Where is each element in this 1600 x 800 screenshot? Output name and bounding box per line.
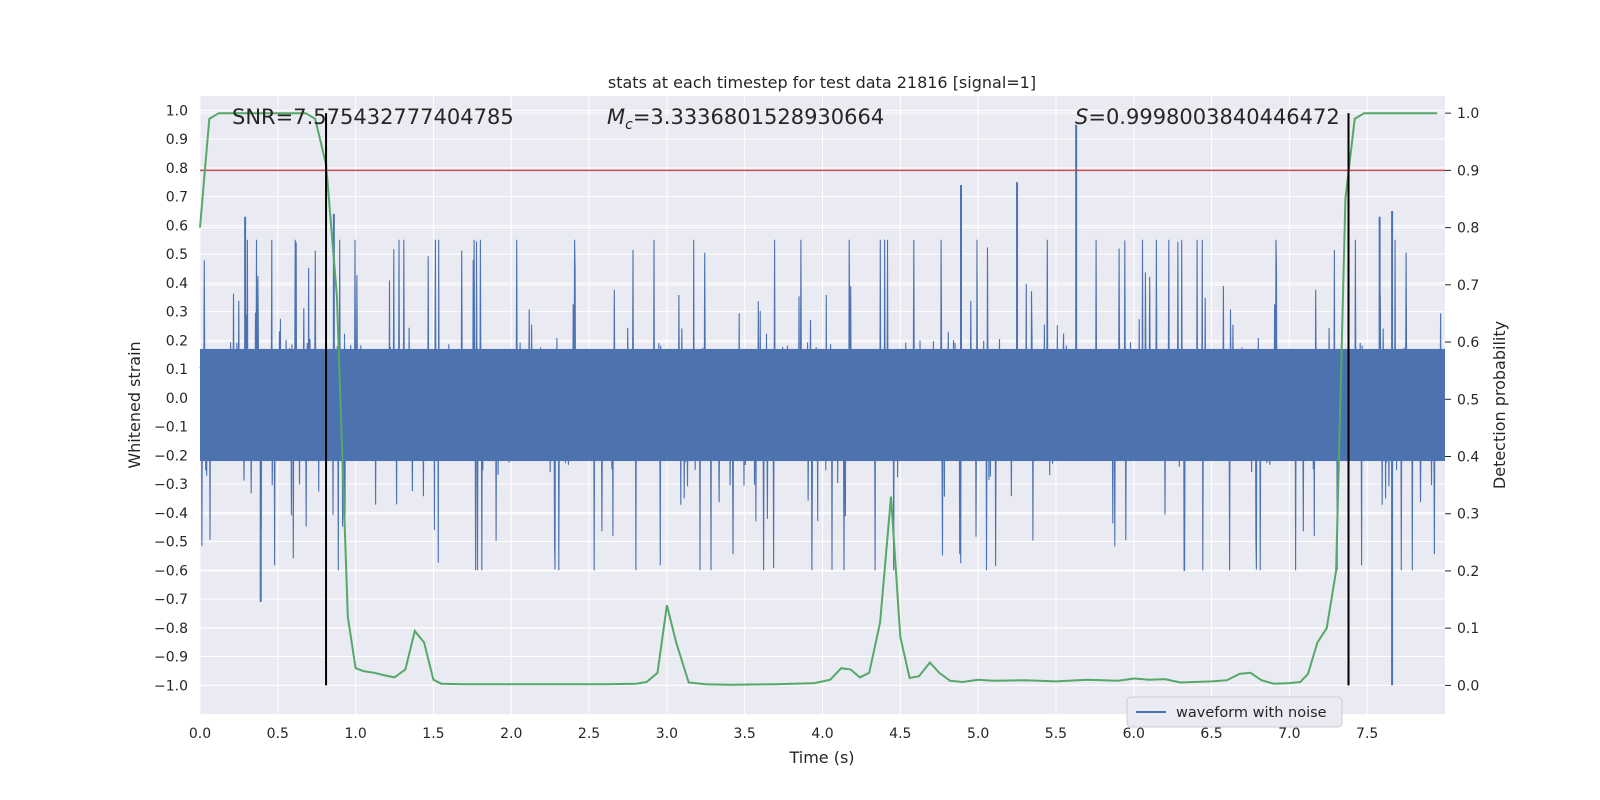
- x-tick-label: 2.5: [578, 726, 600, 742]
- y-right-tick-label: 1.0: [1457, 106, 1479, 122]
- y-right-tick-label: 0.5: [1457, 392, 1479, 408]
- y-right-tick-label: 0.2: [1457, 564, 1479, 580]
- y-left-tick-label: 0.3: [166, 305, 188, 321]
- x-tick-label: 3.5: [734, 726, 756, 742]
- y-right-tick-label: 0.9: [1457, 163, 1479, 179]
- y-left-tick-label: −0.2: [154, 448, 188, 464]
- y-left-tick-label: 0.5: [166, 247, 188, 263]
- legend-box: [1126, 696, 1343, 728]
- chirp-mass-value: =3.3336801528930664: [633, 105, 884, 129]
- x-tick-label: 4.5: [889, 726, 911, 742]
- y-left-tick-label: −0.3: [154, 477, 188, 493]
- x-tick-label: 0.5: [267, 726, 289, 742]
- axes: 0.0 0.5 1.0 1.5 2.0 2.5 3.0 3.5 4.0 4.5 5.0 5.5 6.0 6…: [154, 103, 1479, 742]
- x-tick-label: 5.0: [967, 726, 989, 742]
- y-right-tick-label: 0.0: [1457, 678, 1479, 694]
- y-left-tick-label: −0.8: [154, 621, 188, 637]
- y-left-tick-label: 1.0: [166, 103, 188, 119]
- x-tick-label: 1.0: [344, 726, 366, 742]
- x-tick-label: 0.0: [189, 726, 211, 742]
- y-left-tick-label: 0.8: [166, 161, 188, 177]
- y-left-tick-label: 0.0: [166, 391, 188, 407]
- y-left-tick-label: 0.6: [166, 218, 188, 234]
- statistic-symbol: S: [1075, 105, 1088, 129]
- probability-line: [199, 112, 1438, 686]
- statistic-annotation: S=0.9998003840446472: [1075, 105, 1340, 129]
- y-right-tick-label: 0.3: [1457, 507, 1479, 523]
- legend: waveform with noise: [1126, 696, 1343, 728]
- y-left-tick-label: −1.0: [154, 678, 188, 694]
- y-left-tick-label: −0.4: [154, 506, 188, 522]
- y-left-tick-label: 0.9: [166, 132, 188, 148]
- chirp-mass-symbol: M: [607, 105, 625, 129]
- chart-title: stats at each timestep for test data 218…: [608, 73, 1036, 92]
- y-right-tick-label: 0.8: [1457, 221, 1479, 237]
- vertical-markers: [325, 113, 1350, 686]
- x-tick-label: 6.5: [1200, 726, 1222, 742]
- y-right-tick-label: 0.7: [1457, 278, 1479, 294]
- x-axis-label: Time (s): [788, 748, 854, 767]
- y-right-tick-label: 0.4: [1457, 450, 1479, 466]
- y-left-tick-label: −0.5: [154, 535, 188, 551]
- y-right-tick-label: 0.6: [1457, 335, 1479, 351]
- y-left-tick-label: 0.1: [166, 362, 188, 378]
- y-left-tick-label: −0.7: [154, 592, 188, 608]
- probability-series: [199, 112, 1438, 686]
- x-tick-label: 3.0: [656, 726, 678, 742]
- statistic-value: =0.9998003840446472: [1088, 105, 1339, 129]
- legend-label: waveform with noise: [1176, 705, 1327, 721]
- y-left-tick-label: 0.7: [166, 190, 188, 206]
- y-axis-label-right: Detection probability: [1490, 321, 1509, 489]
- x-tick-label: 6.0: [1123, 726, 1145, 742]
- y-left-tick-label: −0.1: [154, 420, 188, 436]
- x-tick-label: 7.5: [1356, 726, 1378, 742]
- y-left-tick-label: −0.6: [154, 563, 188, 579]
- y-right-tick-label: 0.1: [1457, 621, 1479, 637]
- waveform-core-band: [200, 348, 1445, 462]
- x-tick-label: 4.0: [811, 726, 833, 742]
- y-left-tick-label: 0.2: [166, 333, 188, 349]
- x-tick-label: 2.0: [500, 726, 522, 742]
- y-axis-label-left: Whitened strain: [125, 341, 144, 468]
- chirp-mass-annotation: Mc=3.3336801528930664: [607, 105, 884, 133]
- x-tick-label: 1.5: [422, 726, 444, 742]
- waveform-series: [199, 124, 1445, 686]
- y-left-tick-label: −0.9: [154, 650, 188, 666]
- chirp-mass-subscript: c: [625, 117, 633, 133]
- x-tick-label: 7.0: [1278, 726, 1300, 742]
- y-left-tick-label: 0.4: [166, 276, 188, 292]
- snr-annotation: SNR=7.575432777404785: [232, 105, 514, 129]
- x-tick-label: 5.5: [1045, 726, 1067, 742]
